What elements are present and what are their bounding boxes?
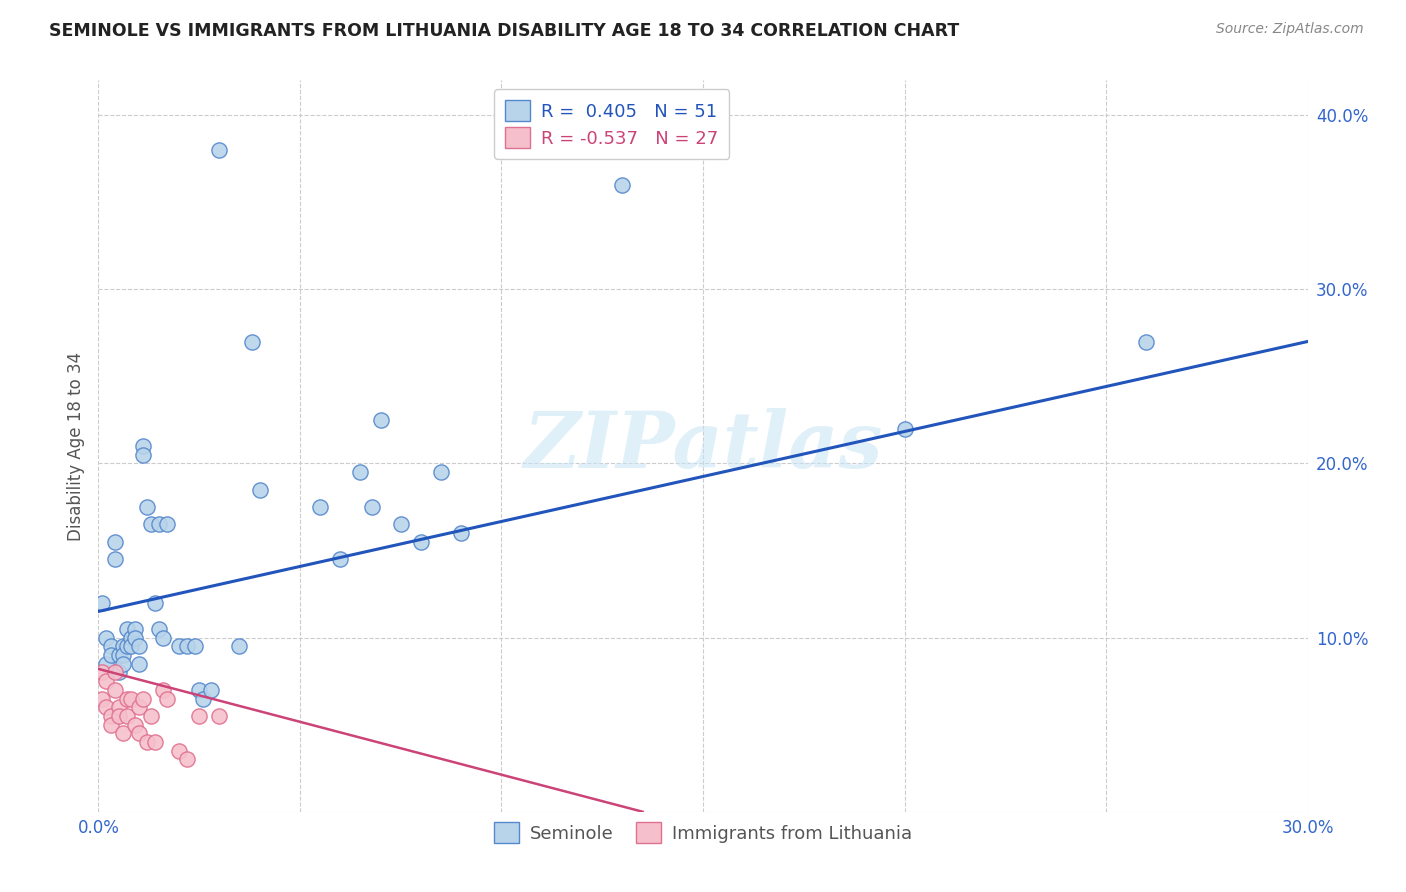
Point — [228, 640, 250, 654]
Point — [124, 631, 146, 645]
Point — [188, 682, 211, 697]
Point — [103, 552, 125, 566]
Point — [107, 665, 129, 680]
Point — [208, 709, 231, 723]
Point — [96, 657, 118, 671]
Point — [389, 517, 412, 532]
Point — [124, 622, 146, 636]
Legend: Seminole, Immigrants from Lithuania: Seminole, Immigrants from Lithuania — [486, 815, 920, 850]
Point — [148, 517, 170, 532]
Point — [100, 648, 122, 662]
Y-axis label: Disability Age 18 to 34: Disability Age 18 to 34 — [66, 351, 84, 541]
Point — [103, 665, 125, 680]
Point — [370, 413, 392, 427]
Point — [193, 691, 215, 706]
Point — [349, 465, 371, 479]
Point — [135, 735, 157, 749]
Point — [143, 735, 166, 749]
Point — [115, 622, 138, 636]
Point — [200, 682, 222, 697]
Point — [152, 631, 174, 645]
Point — [430, 465, 453, 479]
Point — [115, 640, 138, 654]
Point — [107, 648, 129, 662]
Point — [91, 665, 114, 680]
Text: Source: ZipAtlas.com: Source: ZipAtlas.com — [1216, 22, 1364, 37]
Point — [249, 483, 271, 497]
Point — [100, 717, 122, 731]
Point — [132, 439, 155, 453]
Point — [128, 657, 150, 671]
Point — [240, 334, 263, 349]
Point — [128, 640, 150, 654]
Point — [120, 691, 142, 706]
Point — [152, 682, 174, 697]
Point — [107, 709, 129, 723]
Point — [120, 631, 142, 645]
Point — [135, 500, 157, 514]
Text: SEMINOLE VS IMMIGRANTS FROM LITHUANIA DISABILITY AGE 18 TO 34 CORRELATION CHART: SEMINOLE VS IMMIGRANTS FROM LITHUANIA DI… — [49, 22, 959, 40]
Point — [132, 448, 155, 462]
Point — [139, 709, 162, 723]
Point — [115, 691, 138, 706]
Point — [361, 500, 384, 514]
Point — [156, 517, 179, 532]
Point — [309, 500, 332, 514]
Point — [139, 517, 162, 532]
Point — [167, 744, 190, 758]
Point — [96, 700, 118, 714]
Point — [156, 691, 179, 706]
Point — [329, 552, 352, 566]
Point — [176, 752, 198, 766]
Point — [111, 726, 134, 740]
Point — [1135, 334, 1157, 349]
Point — [128, 700, 150, 714]
Point — [450, 526, 472, 541]
Point — [176, 640, 198, 654]
Point — [103, 682, 125, 697]
Point — [612, 178, 634, 192]
Point — [91, 596, 114, 610]
Point — [184, 640, 207, 654]
Point — [111, 657, 134, 671]
Point — [91, 691, 114, 706]
Point — [107, 700, 129, 714]
Point — [167, 640, 190, 654]
Point — [111, 640, 134, 654]
Point — [120, 640, 142, 654]
Point — [132, 691, 155, 706]
Point — [143, 596, 166, 610]
Point — [100, 709, 122, 723]
Point — [96, 674, 118, 689]
Point — [208, 143, 231, 157]
Point — [128, 726, 150, 740]
Text: ZIPatlas: ZIPatlas — [523, 408, 883, 484]
Point — [100, 640, 122, 654]
Point — [148, 622, 170, 636]
Point — [103, 534, 125, 549]
Point — [115, 709, 138, 723]
Point — [96, 631, 118, 645]
Point — [409, 534, 432, 549]
Point — [124, 717, 146, 731]
Point — [111, 648, 134, 662]
Point — [188, 709, 211, 723]
Point — [893, 421, 915, 435]
